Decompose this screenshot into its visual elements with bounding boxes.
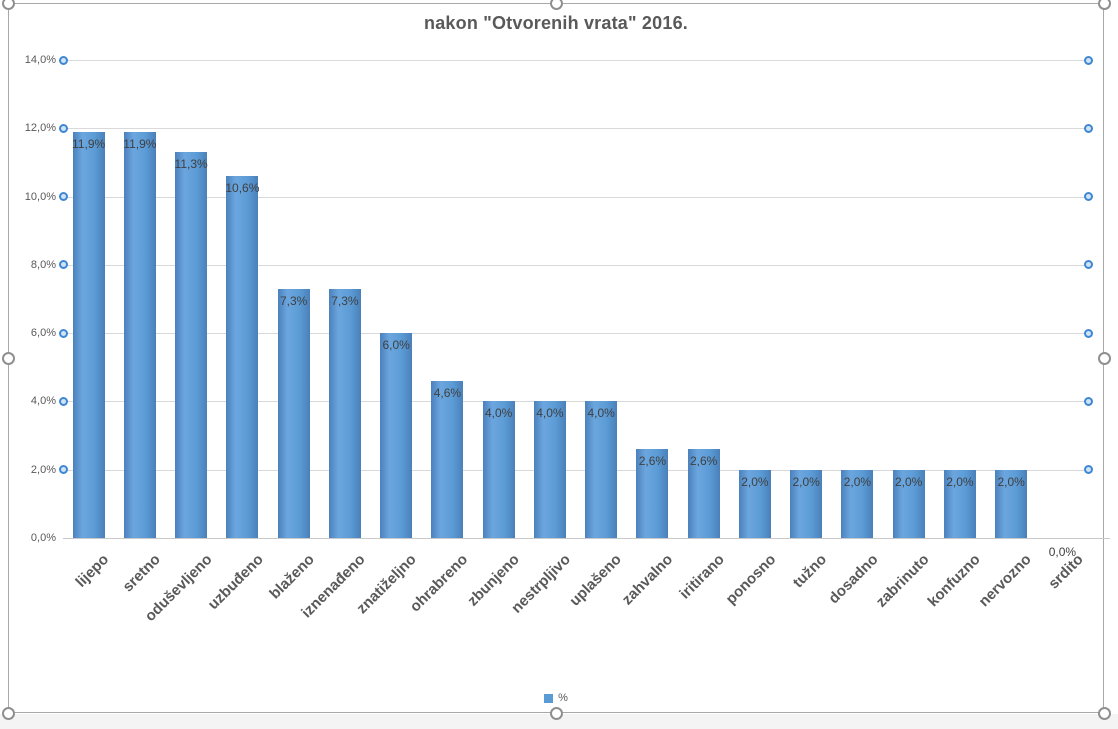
chart-title[interactable]: nakon "Otvorenih vrata" 2016. [424,13,688,33]
bar-data-label: 2,6% [638,454,667,469]
bar-data-label: 2,0% [997,474,1025,489]
x-axis-category-label[interactable]: zahvalno [618,551,677,609]
x-axis-line [63,538,1110,539]
gridline [63,401,1088,403]
bar-zabrinuto[interactable] [892,469,925,538]
bar-data-label: 2,6% [689,454,718,469]
gridline-selection-handle [58,55,68,65]
bar-data-label: 11,9% [72,136,106,151]
gridline [63,196,1088,198]
bar-data-label: 2,0% [792,474,820,489]
bar-data-label: 0,0% [1048,545,1077,559]
legend-label: % [558,692,568,704]
bar-nervozno[interactable] [995,469,1028,538]
bar-konfuzno[interactable] [943,469,976,538]
y-axis-tick-label[interactable]: 8,0% [30,258,56,271]
bar-data-label: 4,0% [536,406,564,421]
gridline-selection-handle [58,465,68,475]
bar-nestrpljivo[interactable] [533,401,566,538]
bar-data-label: 7,3% [331,293,359,308]
y-axis-tick-label[interactable]: 2,0% [30,463,56,476]
y-axis-tick-label[interactable]: 10,0% [24,190,56,203]
worksheet-background [0,714,1118,729]
gridline-selection-handle [1083,396,1093,406]
bar-data-label: 10,6% [225,181,260,196]
resize-handle[interactable] [549,0,563,10]
bar-data-label: 6,0% [382,338,410,353]
resize-handle[interactable] [1097,706,1111,720]
resize-handle[interactable] [1097,0,1111,10]
bar-data-label: 11,3% [174,157,208,172]
x-axis-category-label[interactable]: uplašeno [566,551,626,610]
x-axis-category-label[interactable]: sretno [119,551,164,596]
gridline-selection-handle [58,260,68,270]
gridline [63,128,1088,130]
x-axis-category-label[interactable]: nervozno [975,551,1036,611]
gridline [63,264,1088,266]
resize-handle[interactable] [1097,351,1111,365]
gridline-selection-handle [1083,465,1093,475]
gridline-selection-handle [1083,260,1093,270]
bar-lijepo[interactable] [72,131,105,538]
bar-uplašeno[interactable] [585,401,618,538]
x-axis-category-label[interactable]: tužno [789,551,831,592]
legend-swatch-icon [544,693,554,703]
resize-handle[interactable] [549,706,563,720]
gridline-selection-handle [1083,192,1093,202]
bar-blaženo[interactable] [277,288,310,538]
bar-znatiželjno[interactable] [380,333,413,538]
y-axis-tick-label[interactable]: 0,0% [30,532,56,544]
resize-handle[interactable] [1,706,15,720]
bar-iritirano[interactable] [687,449,720,538]
bar-ponosno[interactable] [738,469,771,538]
y-axis-tick-label[interactable]: 14,0% [24,54,56,66]
bar-data-label: 2,0% [741,474,769,489]
resize-handle[interactable] [1,0,15,10]
bar-dosadno[interactable] [841,469,874,538]
bar-uzbuđeno[interactable] [226,176,259,538]
x-axis-category-label[interactable]: ponosno [722,551,779,608]
x-axis-category-label[interactable]: konfuzno [924,551,984,611]
gridline-selection-handle [1083,123,1093,133]
y-axis-tick-label[interactable]: 4,0% [30,395,56,408]
gridline [63,469,1088,471]
gridline-selection-handle [58,328,68,338]
gridline-selection-handle [58,192,68,202]
chart-legend[interactable]: % [9,692,1103,704]
bar-data-label: 2,0% [894,474,923,489]
bar-data-label: 4,0% [484,406,513,421]
gridline-selection-handle [1083,55,1093,65]
bar-data-label: 4,0% [587,406,615,421]
gridline-selection-handle [1083,328,1093,338]
bar-sretno[interactable] [123,131,156,538]
x-axis-category-label[interactable]: blaženo [266,551,318,603]
x-axis-category-label[interactable]: lijepo [72,551,113,591]
bar-data-label: 2,0% [843,474,872,489]
bar-data-label: 2,0% [946,474,974,489]
bar-data-label: 7,3% [279,293,308,308]
bar-iznenađeno[interactable] [328,288,361,538]
y-axis-tick-label[interactable]: 12,0% [24,122,56,135]
bar-data-label: 11,9% [123,136,157,151]
bar-data-label: 4,6% [433,385,462,400]
resize-handle[interactable] [1,351,15,365]
bar-tužno[interactable] [790,469,823,538]
bar-ohrabreno[interactable] [431,380,464,538]
gridline [63,60,1088,61]
y-axis-tick-label[interactable]: 6,0% [30,327,56,340]
bar-zahvalno[interactable] [636,449,669,538]
bar-oduševljeno[interactable] [175,152,208,538]
bar-zbunjeno[interactable] [482,401,515,538]
x-axis-category-label[interactable]: zabrinuto [872,551,933,611]
x-axis-category-label[interactable]: iritirano [676,551,728,603]
gridline [63,333,1088,335]
gridline-selection-handle [58,396,68,406]
gridline-selection-handle [58,123,68,133]
